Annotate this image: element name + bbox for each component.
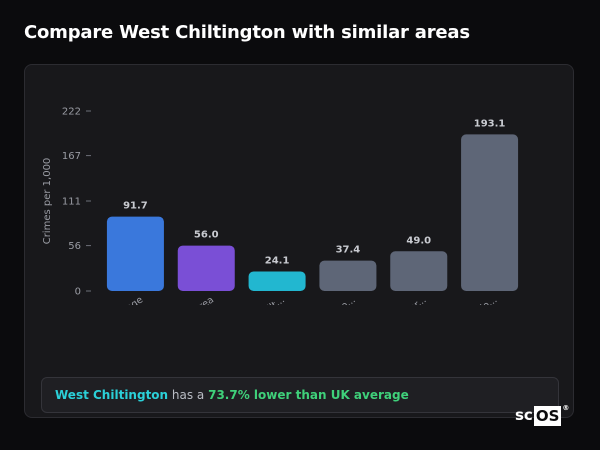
bar-value-label-3: 37.4 [336,245,361,256]
bar-value-label-5: 193.1 [474,118,506,129]
bar-value-label-4: 49.0 [406,235,431,246]
y-tick-label-4: 222 [62,107,81,118]
bar-0 [106,216,164,291]
category-label-0: UK Average [94,294,146,305]
category-label-4: Church War... [370,294,428,305]
bar-value-label-2: 24.1 [265,255,290,266]
summary-comparison: 73.7% lower than UK average [208,388,409,402]
logo-registered-mark: ® [562,404,570,412]
summary-area-name: West Chiltington [55,388,169,402]
category-label-1: Local Area [169,294,216,305]
comparison-card: Crimes per 1,000 0 56 111 167 222 91.7 UK Avera… [24,64,574,418]
logo-text-boxed: OS [533,406,562,426]
y-tick-label-1: 56 [68,241,81,252]
bar-value-label-0: 91.7 [123,201,148,212]
bar-value-label-1: 56.0 [194,230,219,241]
bar-1 [177,245,235,291]
bar-3 [319,260,377,291]
y-axis-label: Crimes per 1,000 [42,158,53,245]
summary-connector: has a [168,388,209,402]
category-label-2: West Chilt... [234,294,287,305]
category-label-3: Barrow upo... [300,294,358,305]
bar-5 [461,134,519,291]
page-title: Compare West Chiltington with similar ar… [24,22,470,43]
y-tick-label-3: 167 [62,151,81,162]
logo-text-left: sc [515,406,533,424]
category-label-5: Llandrindo... [445,294,500,305]
y-tick-label-2: 111 [62,197,81,208]
y-tick-label-0: 0 [75,287,81,298]
scos-logo: sc OS ® [515,404,570,426]
comparison-bar-chart: Crimes per 1,000 0 56 111 167 222 91.7 UK Avera… [42,107,519,305]
bar-4 [390,251,448,291]
summary-banner: West Chiltington has a 73.7% lower than … [41,377,559,413]
bar-2 [248,271,306,291]
